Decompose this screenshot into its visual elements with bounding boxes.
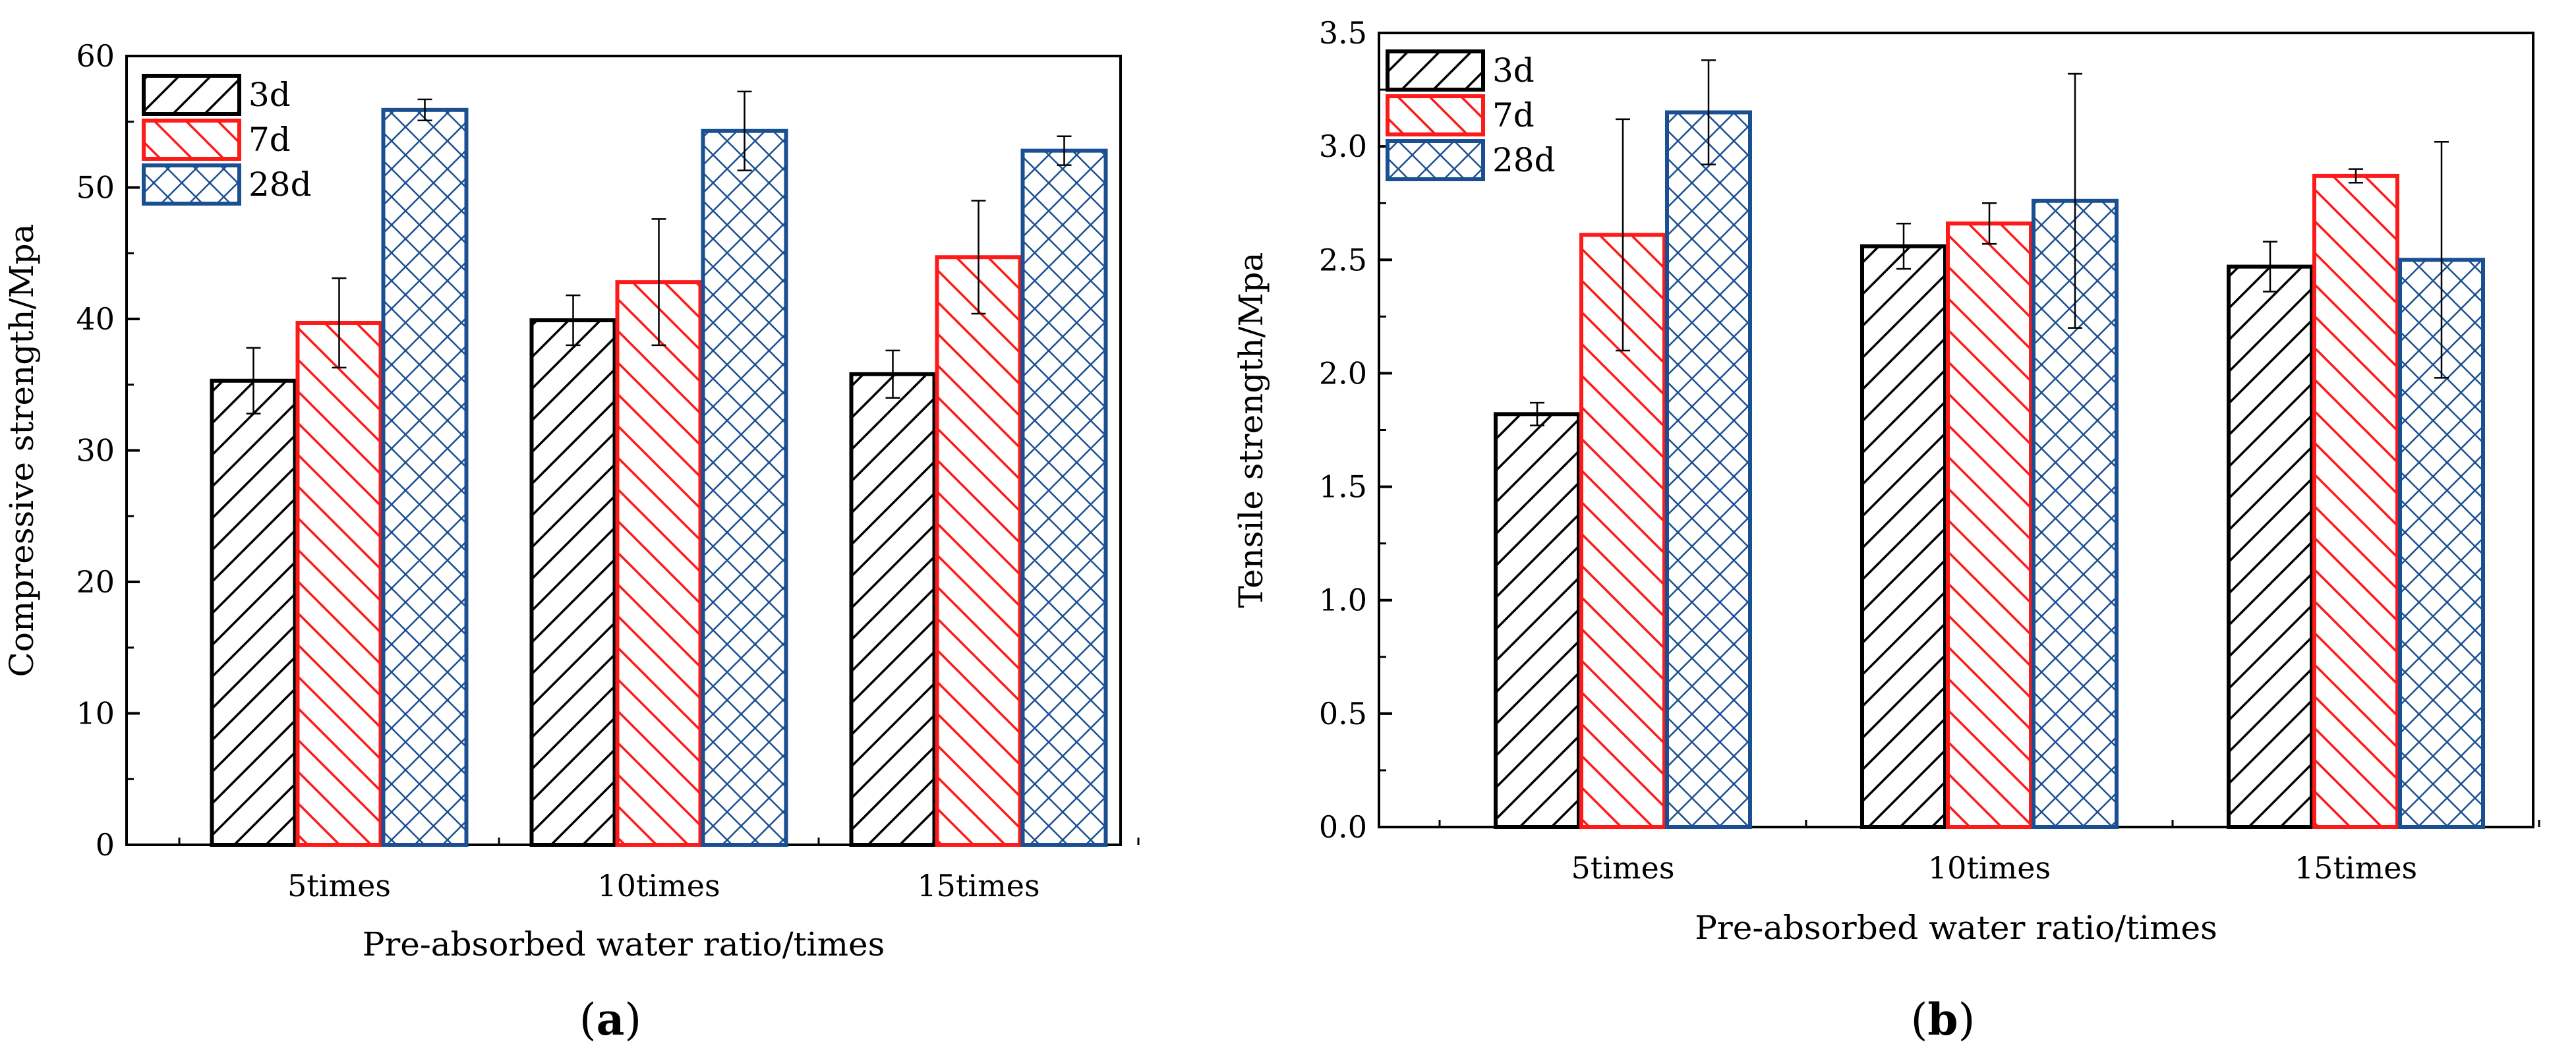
x-axis-title: Pre-absorbed water ratio/times [363, 925, 885, 963]
y-tick-label: 3.0 [1319, 129, 1367, 164]
legend-swatch-7d [142, 119, 241, 161]
panel-letter: a [597, 994, 625, 1045]
bar-28d-5times [1665, 110, 1752, 829]
y-tick-label: 3.5 [1319, 15, 1367, 51]
bar-7d-15times [935, 255, 1022, 847]
y-axis-ticks [1379, 32, 1392, 828]
tensile-strength-chart: 0.0 0.5 1.0 1.5 2.0 2.5 3.0 3.5 5times 10times 15… [1232, 15, 2540, 1045]
legend-swatch-28d [1386, 139, 1485, 181]
y-tick-label: 0.5 [1319, 696, 1367, 731]
legend-label: 28d [1492, 141, 1556, 179]
legend: 3d 7d 28d [142, 74, 312, 206]
legend-label: 3d [1492, 51, 1535, 90]
y-axis-ticks [127, 55, 140, 846]
x-tick-label: 15times [917, 868, 1039, 903]
bars [210, 107, 1108, 847]
bar-7d-5times [295, 320, 383, 847]
y-axis-tick-labels: 0 10 20 30 40 50 60 [76, 38, 115, 863]
error-bars [1530, 59, 2449, 426]
legend-label: 7d [1492, 96, 1535, 134]
y-axis-tick-labels: 0.0 0.5 1.0 1.5 2.0 2.5 3.0 3.5 [1319, 15, 1367, 845]
panel-label-b: (b) [1911, 994, 1976, 1045]
legend-label: 3d [249, 76, 291, 114]
legend: 3d 7d 28d [1386, 49, 1556, 181]
y-axis-title: Tensile strength/Mpa [1232, 252, 1270, 608]
y-tick-label: 2.5 [1319, 242, 1367, 277]
y-tick-label: 2.0 [1319, 355, 1367, 391]
y-tick-label: 1.0 [1319, 583, 1367, 618]
bar-3d-15times [2227, 264, 2314, 830]
y-tick-label: 1.5 [1319, 469, 1367, 505]
bar-28d-5times [381, 107, 469, 847]
x-axis-tick-labels: 5times 10times 15times [1571, 850, 2418, 886]
x-axis-title: Pre-absorbed water ratio/times [1695, 909, 2217, 947]
compressive-strength-chart: 0 10 20 30 40 50 60 5times 10times 15times 3d 7d 2… [3, 38, 1140, 1045]
x-tick-label: 5times [1571, 850, 1675, 886]
legend-swatch-3d [1386, 49, 1485, 92]
legend-label: 7d [249, 121, 291, 159]
bar-28d-15times [2398, 258, 2485, 829]
y-tick-label: 60 [76, 38, 115, 74]
y-tick-label: 40 [76, 301, 115, 337]
x-tick-label: 10times [597, 868, 720, 903]
bar-28d-10times [701, 129, 788, 847]
x-tick-label: 10times [1928, 850, 2051, 886]
y-tick-label: 0.0 [1319, 809, 1367, 845]
legend-swatch-7d [1386, 94, 1485, 136]
y-tick-label: 10 [76, 696, 115, 731]
bar-3d-5times [210, 378, 297, 847]
bar-3d-5times [1494, 412, 1581, 829]
legend-swatch-28d [142, 163, 241, 206]
y-tick-label: 50 [76, 170, 115, 206]
bar-7d-15times [2312, 173, 2399, 829]
bar-28d-15times [1020, 148, 1108, 847]
bar-3d-10times [1860, 244, 1947, 829]
panel-letter: b [1927, 994, 1958, 1045]
y-axis-title: Compressive strength/Mpa [3, 224, 41, 677]
bar-7d-10times [1946, 221, 2033, 829]
error-bars [246, 90, 1072, 415]
x-tick-label: 15times [2295, 850, 2417, 886]
panel-label-a: (a) [579, 994, 641, 1045]
bar-3d-10times [529, 318, 617, 847]
x-tick-label: 5times [287, 868, 391, 903]
bar-7d-10times [615, 280, 703, 847]
x-axis-tick-labels: 5times 10times 15times [287, 868, 1040, 903]
y-tick-label: 20 [76, 564, 115, 600]
y-tick-label: 0 [96, 827, 115, 863]
y-tick-label: 30 [76, 433, 115, 469]
legend-swatch-3d [142, 74, 241, 116]
bar-3d-15times [849, 372, 937, 847]
legend-label: 28d [249, 165, 312, 204]
